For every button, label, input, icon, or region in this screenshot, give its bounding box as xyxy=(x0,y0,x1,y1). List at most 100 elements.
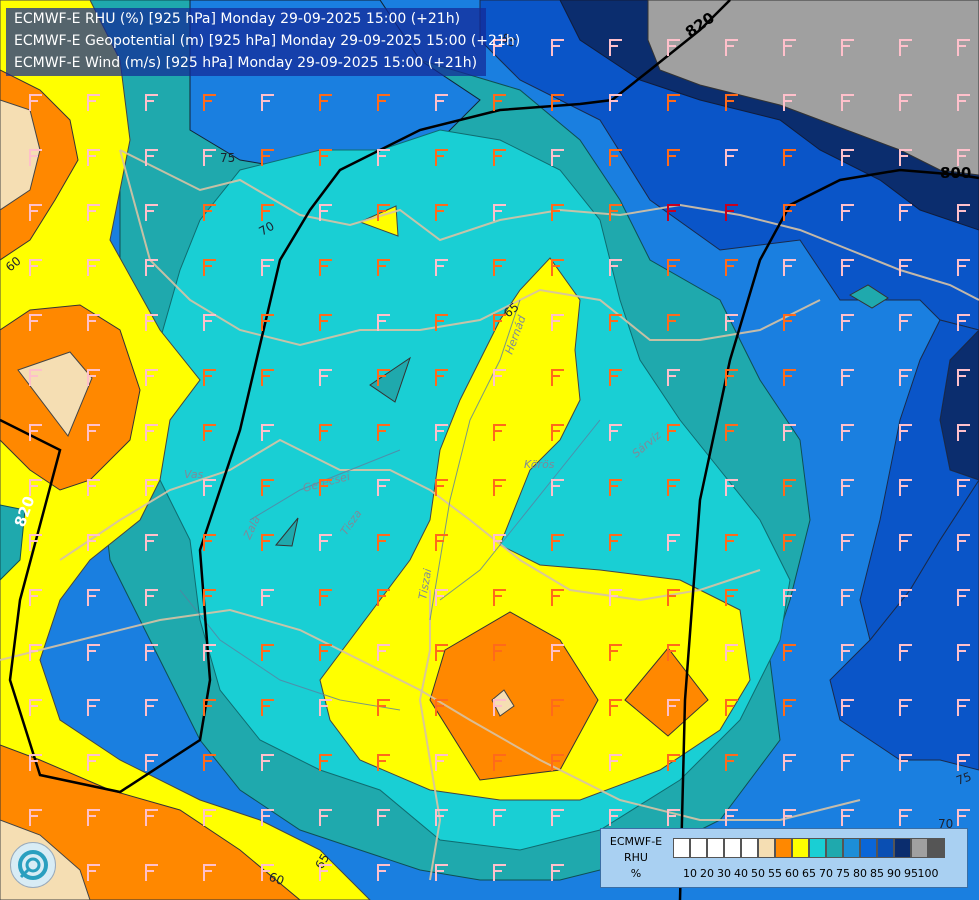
wind-barb xyxy=(493,699,506,716)
rhu-85-area-east xyxy=(859,319,979,642)
wind-barb xyxy=(609,259,622,276)
wind-barb xyxy=(609,369,622,386)
wind-barb xyxy=(87,314,100,331)
wind-barb xyxy=(899,644,912,661)
rhu-label-70-north: 70 xyxy=(257,219,277,239)
wind-barb xyxy=(957,424,970,441)
wind-barb xyxy=(841,149,854,166)
legend-tick: 40 xyxy=(734,867,748,880)
legend-tick: 20 xyxy=(700,867,714,880)
wind-barb xyxy=(783,479,796,496)
wind-barb xyxy=(493,754,506,771)
legend-tick: 90 xyxy=(887,867,901,880)
wind-barb xyxy=(319,809,332,826)
wind-barb xyxy=(609,644,622,661)
wind-barb xyxy=(841,589,854,606)
wind-barb xyxy=(435,479,448,496)
wind-barb xyxy=(551,864,564,881)
wind-barb xyxy=(551,259,564,276)
wind-barb xyxy=(435,204,448,221)
wind-barb xyxy=(957,259,970,276)
legend-variable: RHU xyxy=(624,851,648,864)
wind-barb xyxy=(609,479,622,496)
wind-barb xyxy=(899,534,912,551)
wind-barb xyxy=(667,699,680,716)
rhu-label-60-south: 60 xyxy=(267,870,286,888)
wind-barb xyxy=(783,699,796,716)
wind-barb xyxy=(783,39,796,56)
place-label-tiszai: Tiszai xyxy=(416,568,434,601)
legend-tick: 100 xyxy=(917,867,939,880)
wind-barb xyxy=(667,39,680,56)
wind-barb xyxy=(435,314,448,331)
wind-barb xyxy=(319,534,332,551)
place-label-vas: Vas xyxy=(184,468,204,481)
rhu-60-area-south xyxy=(429,611,599,781)
wind-barb xyxy=(667,94,680,111)
wind-barb xyxy=(551,314,564,331)
wind-barb xyxy=(261,534,274,551)
wind-barb xyxy=(29,424,42,441)
wind-barb xyxy=(29,369,42,386)
wind-barb xyxy=(29,699,42,716)
wind-barb xyxy=(29,534,42,551)
wind-barb xyxy=(145,644,158,661)
wind-barb xyxy=(551,534,564,551)
wind-barb xyxy=(319,204,332,221)
wind-barb xyxy=(29,204,42,221)
wind-barb xyxy=(841,424,854,441)
rhu-95-area xyxy=(647,0,979,176)
wind-barb xyxy=(87,699,100,716)
wind-barb xyxy=(493,259,506,276)
wind-barb xyxy=(435,589,448,606)
rhu-label-75-east: 75 xyxy=(954,769,973,787)
wind-barb xyxy=(899,754,912,771)
legend-swatch xyxy=(758,838,775,858)
wind-barb xyxy=(435,754,448,771)
rhu-label-85: 85 xyxy=(499,30,519,50)
legend-swatch xyxy=(911,838,928,858)
wind-barb xyxy=(551,589,564,606)
wind-barb xyxy=(493,94,506,111)
wind-barb xyxy=(725,369,738,386)
wind-barb xyxy=(203,864,216,881)
wind-barb xyxy=(667,534,680,551)
wind-barb xyxy=(29,479,42,496)
legend-tick: 95 xyxy=(904,867,918,880)
legend-swatch xyxy=(724,838,741,858)
wind-barb xyxy=(609,589,622,606)
wind-barb xyxy=(957,94,970,111)
wind-barb xyxy=(551,479,564,496)
wind-barb xyxy=(29,809,42,826)
wind-barb xyxy=(377,699,390,716)
wind-barb xyxy=(377,534,390,551)
wind-barb xyxy=(377,864,390,881)
wind-barb xyxy=(551,39,564,56)
wind-barb xyxy=(725,314,738,331)
wind-barb xyxy=(319,699,332,716)
wind-barb xyxy=(551,369,564,386)
wind-barb xyxy=(551,94,564,111)
wind-barb xyxy=(493,39,506,56)
wind-barb xyxy=(493,644,506,661)
wind-barb xyxy=(261,424,274,441)
wind-barb xyxy=(725,644,738,661)
wind-barb xyxy=(899,369,912,386)
wind-barb xyxy=(551,424,564,441)
wind-barb xyxy=(435,644,448,661)
legend-tick: 75 xyxy=(836,867,850,880)
legend-tick: 85 xyxy=(870,867,884,880)
wind-barb xyxy=(261,864,274,881)
wind-barb xyxy=(319,589,332,606)
wind-barb xyxy=(87,149,100,166)
wind-barb xyxy=(203,259,216,276)
wind-barb xyxy=(145,809,158,826)
wind-barb xyxy=(203,534,216,551)
wind-barb xyxy=(841,699,854,716)
wind-barb xyxy=(725,94,738,111)
wind-barb xyxy=(493,369,506,386)
wind-barb xyxy=(377,589,390,606)
wind-barb xyxy=(493,864,506,881)
wind-barbs xyxy=(29,39,970,881)
